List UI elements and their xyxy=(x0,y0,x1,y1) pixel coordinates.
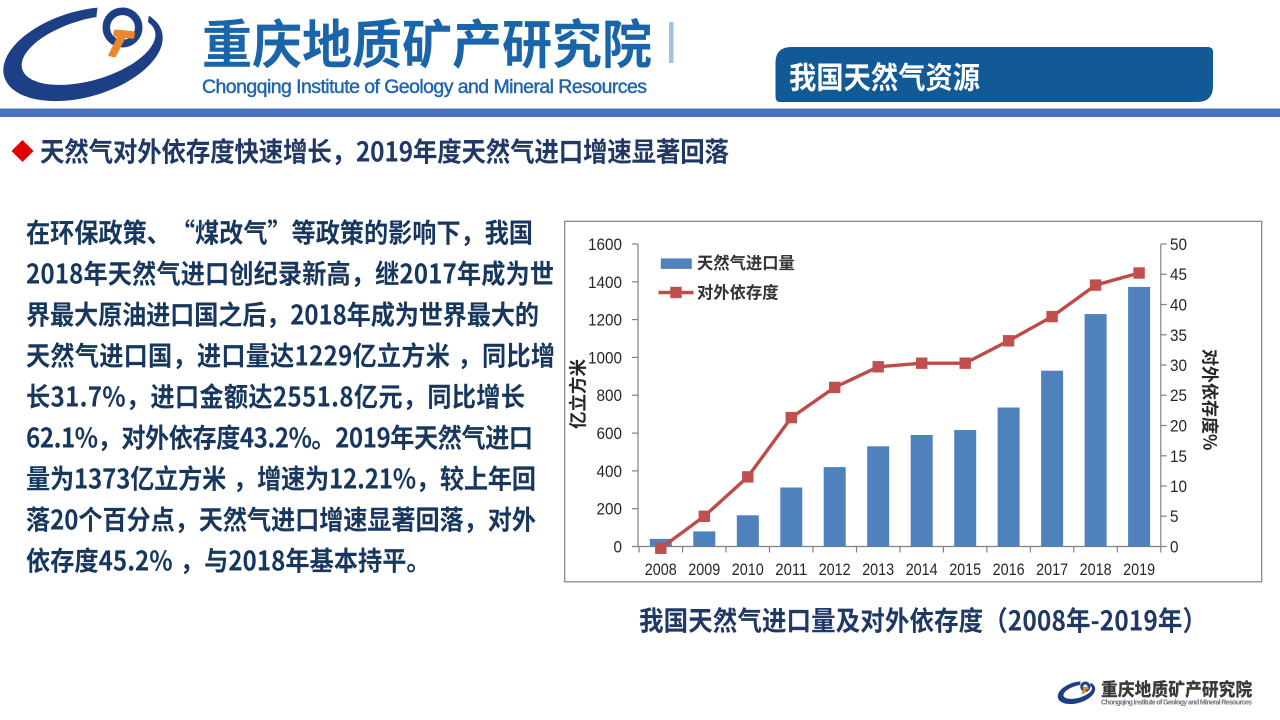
svg-text:2008: 2008 xyxy=(645,560,677,579)
svg-text:1000: 1000 xyxy=(588,348,622,367)
svg-text:2013: 2013 xyxy=(862,560,894,579)
svg-text:25: 25 xyxy=(1170,386,1187,405)
svg-text:30: 30 xyxy=(1170,356,1187,375)
svg-text:0: 0 xyxy=(614,538,623,557)
svg-text:2016: 2016 xyxy=(993,560,1025,579)
svg-text:2014: 2014 xyxy=(906,560,938,579)
svg-text:45: 45 xyxy=(1170,265,1187,284)
svg-text:2015: 2015 xyxy=(949,560,981,579)
svg-text:2012: 2012 xyxy=(819,560,851,579)
svg-text:800: 800 xyxy=(597,386,623,405)
svg-text:2018: 2018 xyxy=(1080,560,1112,579)
svg-text:400: 400 xyxy=(597,462,623,481)
svg-text:200: 200 xyxy=(597,500,623,519)
svg-text:2019: 2019 xyxy=(1123,560,1155,579)
svg-text:2011: 2011 xyxy=(775,560,807,579)
svg-text:Chongqing Institute of Geology: Chongqing Institute of Geology and Miner… xyxy=(1101,700,1252,707)
svg-text:15: 15 xyxy=(1170,447,1187,466)
svg-text:Chongqing Institute of Geology: Chongqing Institute of Geology and Miner… xyxy=(202,76,647,98)
svg-text:1400: 1400 xyxy=(588,273,622,292)
svg-text:1200: 1200 xyxy=(588,311,622,330)
svg-text:35: 35 xyxy=(1170,326,1187,345)
svg-text:2017: 2017 xyxy=(1036,560,1068,579)
svg-text:2009: 2009 xyxy=(688,560,720,579)
svg-text:10: 10 xyxy=(1170,477,1187,496)
svg-text:20: 20 xyxy=(1170,417,1187,436)
svg-text:0: 0 xyxy=(1170,538,1179,557)
svg-text:2010: 2010 xyxy=(732,560,764,579)
svg-text:5: 5 xyxy=(1170,507,1179,526)
svg-text:50: 50 xyxy=(1170,235,1187,254)
svg-text:40: 40 xyxy=(1170,296,1187,315)
svg-text:1600: 1600 xyxy=(588,235,622,254)
svg-text:600: 600 xyxy=(597,424,623,443)
